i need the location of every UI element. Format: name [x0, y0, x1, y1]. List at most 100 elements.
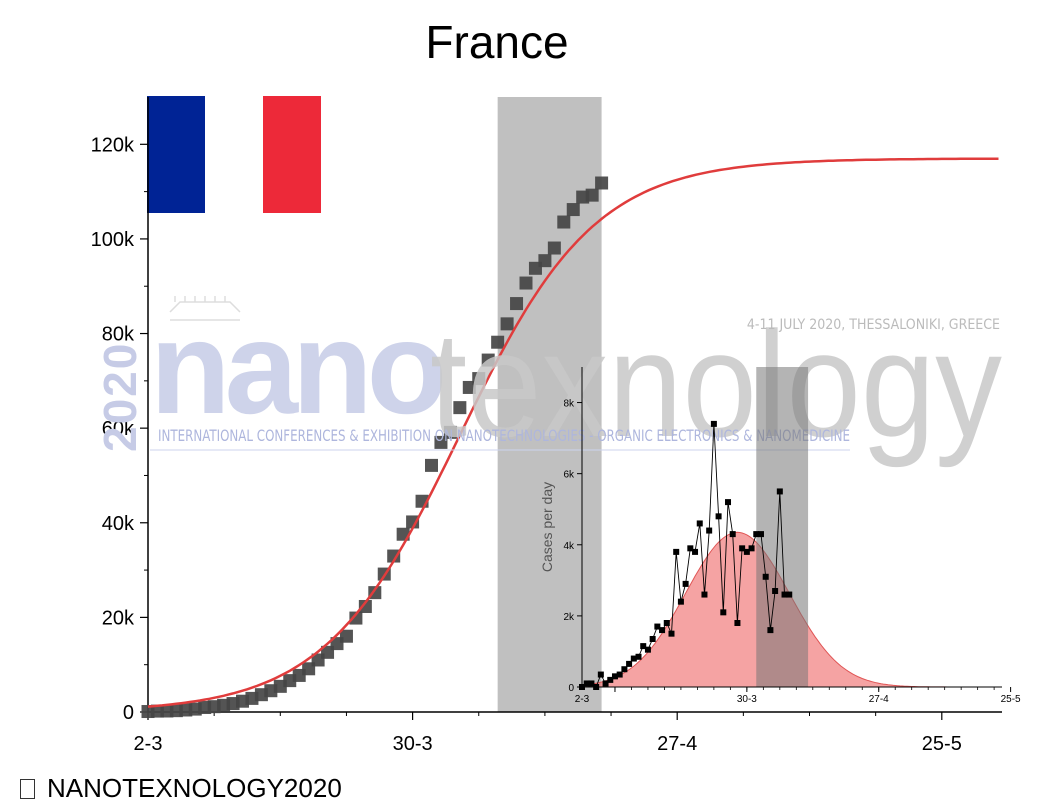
- inset-y-tick-label: 2k: [563, 612, 575, 623]
- inset-data-point: [659, 627, 666, 634]
- y-tick-label: 80k: [102, 324, 135, 346]
- inset-data-point: [706, 527, 713, 534]
- inset-y-tick-label: 6k: [563, 470, 575, 481]
- inset-data-point: [720, 609, 727, 616]
- x-tick-label: 30-3: [393, 733, 433, 755]
- chart-title: France: [425, 16, 568, 68]
- inset-data-point: [579, 684, 585, 690]
- watermark-tagline: 4-11 JULY 2020, THESSALONIKI, GREECE: [747, 317, 1000, 333]
- inset-data-point: [687, 545, 694, 552]
- inset-data-point: [635, 653, 642, 660]
- flag-stripe-2: [205, 96, 263, 213]
- y-tick-label: 20k: [102, 607, 135, 629]
- data-point: [481, 353, 495, 367]
- watermark-temple-icon: [169, 296, 241, 321]
- inset-data-point: [673, 548, 680, 555]
- inset-data-point: [781, 591, 788, 598]
- inset-data-point: [701, 591, 708, 598]
- data-point: [443, 425, 457, 439]
- watermark: 2020 nano texnology 4-11 JULY 2020, THES…: [94, 294, 1002, 468]
- inset-data-point: [616, 671, 623, 678]
- watermark-subline: INTERNATIONAL CONFERENCES & EXHIBITION O…: [158, 426, 850, 445]
- inset-data-point: [743, 548, 750, 555]
- x-tick-label: 27-4: [657, 733, 697, 755]
- y-tick-label: 120k: [91, 134, 135, 156]
- flag-stripe-1: [147, 96, 205, 213]
- inset-data-point: [776, 488, 783, 495]
- inset-y-tick-label: 0: [568, 683, 574, 694]
- flag-stripe-3: [263, 96, 321, 213]
- inset-x-tick-label: 2-3: [575, 694, 590, 705]
- watermark-year: 2020: [94, 342, 146, 452]
- y-tick-label: 0: [123, 702, 134, 724]
- data-point: [339, 629, 353, 643]
- inset-data-point: [696, 520, 703, 527]
- inset-data-point: [649, 636, 656, 642]
- inset-y-axis-label: Cases per day: [539, 482, 555, 572]
- watermark-brand-left: nano: [150, 294, 443, 441]
- data-point: [434, 435, 448, 449]
- inset-data-point: [786, 591, 793, 598]
- inset-data-point: [734, 620, 741, 626]
- data-point: [472, 372, 486, 386]
- inset-data-point: [588, 680, 595, 687]
- data-point: [519, 276, 533, 290]
- inset-data-point: [762, 573, 769, 580]
- data-point: [585, 188, 599, 202]
- data-point: [566, 203, 580, 217]
- data-point: [453, 401, 467, 415]
- inset-x-tick-label: 27-4: [869, 694, 889, 705]
- inset-data-point: [663, 620, 670, 626]
- inset-data-point: [757, 531, 764, 538]
- inset-data-point: [753, 531, 760, 538]
- x-tick-label: 2-3: [134, 733, 163, 755]
- watermark-brand-right: texnology: [430, 300, 1002, 468]
- inset-data-point: [677, 598, 684, 605]
- inset-highlight-band: [756, 367, 809, 687]
- inset-y-tick-label: 8k: [563, 399, 575, 410]
- inset-data-point: [644, 646, 651, 653]
- x-tick-label: 25-5: [922, 733, 962, 755]
- data-point: [349, 611, 363, 625]
- data-point: [491, 335, 505, 349]
- footer-credit: NANOTEXNOLOGY2020: [20, 773, 342, 804]
- data-point: [387, 549, 401, 563]
- inset-y-tick-label: 4k: [563, 541, 575, 552]
- inset-data-point: [630, 655, 637, 662]
- inset-daily-cases-series: [579, 420, 793, 690]
- main-fit-curve: [147, 157, 999, 708]
- inset-data-point: [668, 630, 675, 637]
- inset-data-point: [772, 588, 779, 594]
- footer-text: NANOTEXNOLOGY2020: [47, 773, 342, 803]
- inset-x-tick-label: 30-3: [737, 694, 757, 705]
- image-icon: [20, 778, 35, 799]
- inset-data-point: [583, 680, 590, 687]
- data-point: [425, 458, 438, 472]
- y-tick-label: 60k: [102, 418, 135, 440]
- data-point: [500, 317, 514, 331]
- inset-data-point: [710, 420, 717, 427]
- inset-data-point: [640, 643, 647, 650]
- main-data-points: [141, 176, 609, 719]
- main-axes: 0 20k 40k 60k 80k 100k 120k 2-3 30-3 27-4 25-5: [91, 97, 1002, 755]
- data-point: [538, 254, 552, 268]
- data-point: [358, 599, 372, 613]
- y-tick-label: 40k: [102, 513, 135, 535]
- inset-data-point: [621, 666, 628, 673]
- data-point: [547, 241, 561, 255]
- inset-data-point: [767, 627, 774, 634]
- inset-data-point: [725, 499, 732, 506]
- data-point: [406, 515, 420, 529]
- data-point: [557, 215, 571, 229]
- inset-data-point: [715, 513, 722, 520]
- inset-data-point: [654, 623, 661, 630]
- inset-axes: 0 2k 4k 6k 8k 2-3 30-3 27-4 25-5: [563, 367, 1021, 705]
- inset-data-point: [611, 673, 618, 680]
- inset-x-tick-label: 25-5: [1001, 694, 1021, 705]
- inset-data-point: [682, 580, 689, 587]
- france-flag: [147, 96, 321, 213]
- inset-data-point: [602, 680, 609, 687]
- data-point: [510, 297, 524, 311]
- inset-data-point: [626, 660, 633, 667]
